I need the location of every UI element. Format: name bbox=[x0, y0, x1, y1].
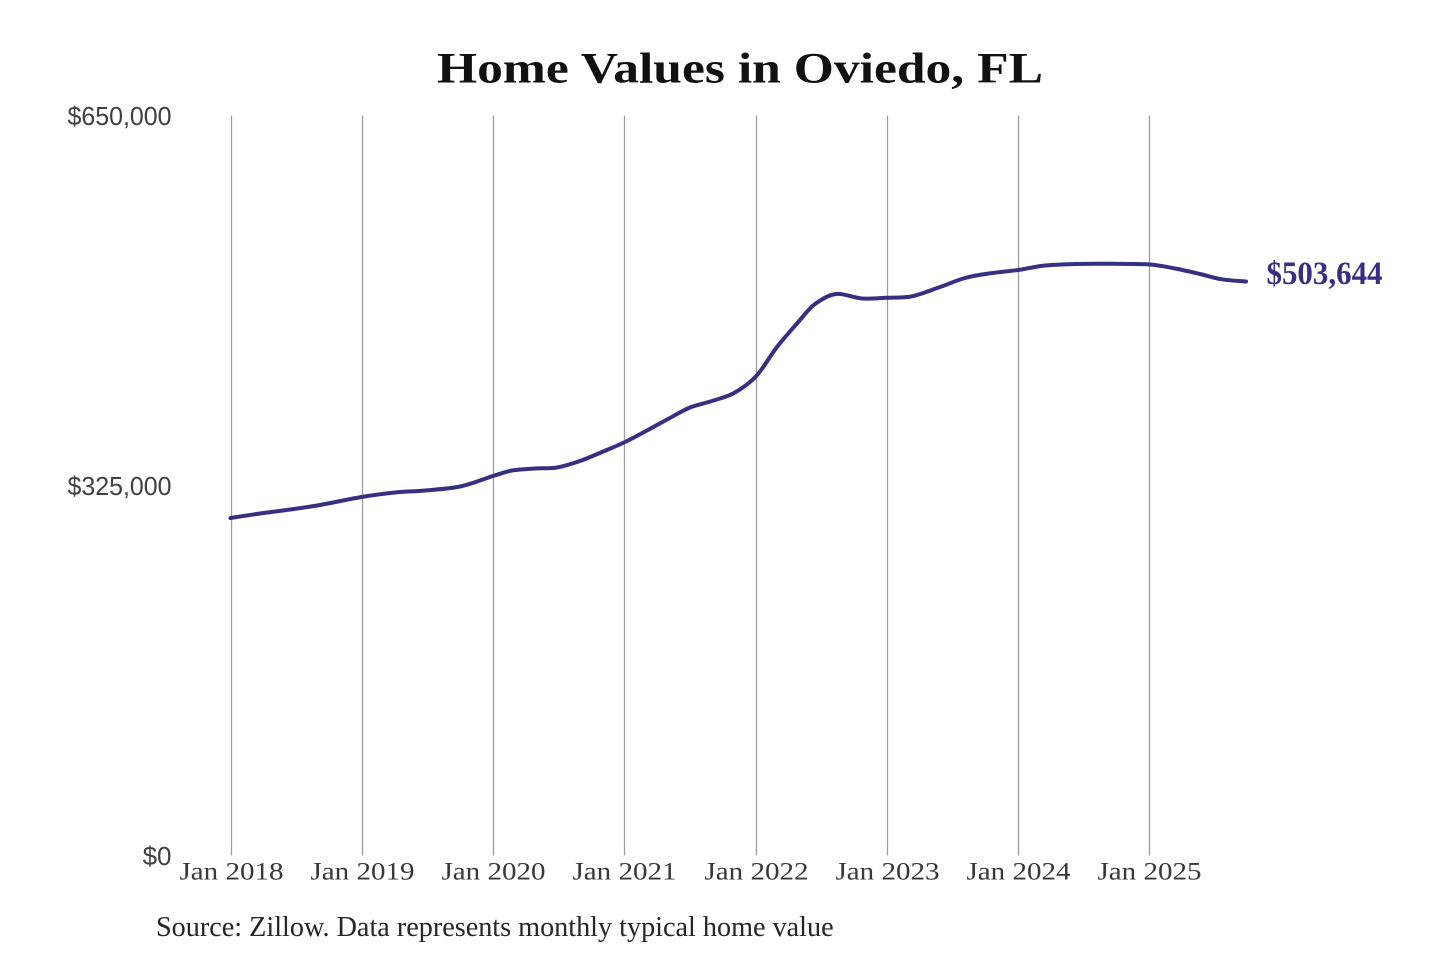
svg-text:Jan 2023: Jan 2023 bbox=[836, 859, 940, 886]
svg-text:Jan 2020: Jan 2020 bbox=[442, 859, 546, 886]
svg-text:Jan 2022: Jan 2022 bbox=[705, 859, 809, 886]
svg-text:Home Values in Oviedo, FL: Home Values in Oviedo, FL bbox=[437, 46, 1043, 93]
svg-text:Jan 2025: Jan 2025 bbox=[1098, 859, 1202, 886]
svg-text:Jan 2018: Jan 2018 bbox=[180, 859, 284, 886]
svg-text:$325,000: $325,000 bbox=[68, 471, 172, 501]
svg-text:Source: Zillow. Data represent: Source: Zillow. Data represents monthly … bbox=[156, 912, 834, 943]
svg-text:Jan 2019: Jan 2019 bbox=[311, 859, 415, 886]
svg-text:Jan 2021: Jan 2021 bbox=[573, 859, 677, 886]
svg-text:Jan 2024: Jan 2024 bbox=[967, 859, 1072, 886]
svg-text:$650,000: $650,000 bbox=[68, 101, 172, 131]
svg-text:$0: $0 bbox=[143, 841, 172, 871]
svg-text:$503,644: $503,644 bbox=[1267, 256, 1383, 292]
